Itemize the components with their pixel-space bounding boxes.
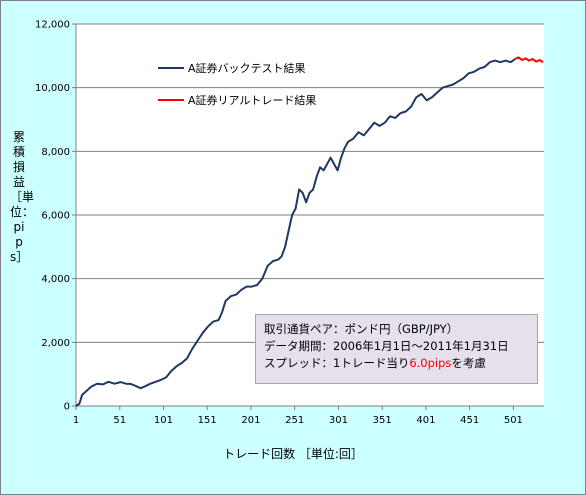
legend-bg (120, 58, 316, 80)
info-spread-pre: スプレッド：1トレード当り (264, 356, 410, 370)
y-tick-label: 4,000 (41, 274, 70, 285)
y-tick-label: 0 (64, 402, 70, 413)
y-tick-label: 2,000 (41, 338, 70, 349)
x-tick-label: 451 (460, 415, 479, 426)
x-tick-label: 251 (285, 415, 304, 426)
legend-bg (120, 90, 316, 112)
info-spread-post: を考慮 (451, 356, 486, 370)
x-tick-label: 501 (504, 415, 523, 426)
info-data-period: データ期間：2006年1月1日～2011年1月31日 (264, 339, 509, 353)
x-tick-label: 101 (154, 415, 173, 426)
x-axis-label: トレード回数 ［単位:回］ (223, 447, 363, 461)
y-tick-label: 10,000 (35, 83, 70, 94)
info-spread: スプレッド：1トレード当り6.0pipsを考慮 (264, 355, 529, 372)
y-axis-label: 累積損益 ［単位：pips］ (10, 130, 35, 264)
x-tick-label: 51 (113, 415, 126, 426)
info-spread-value: 6.0pips (409, 356, 452, 370)
x-tick-label: 351 (373, 415, 392, 426)
y-tick-label: 8,000 (41, 147, 70, 158)
legend-entry: A証券リアルトレード結果 (188, 93, 316, 107)
series-line-backtest (75, 58, 516, 407)
x-tick-label: 151 (198, 415, 217, 426)
legend-entry: A証券バックテスト結果 (188, 61, 306, 75)
x-tick-label: 401 (416, 415, 435, 426)
x-tick-label: 1 (73, 415, 79, 426)
y-tick-label: 6,000 (41, 211, 70, 222)
x-tick-label: 201 (241, 415, 260, 426)
info-currency-pair: 取引通貨ペア：ポンド円（GBP/JPY） (264, 322, 459, 336)
series-line-real (514, 56, 544, 64)
y-tick-label: 12,000 (35, 20, 70, 31)
info-box: 取引通貨ペア：ポンド円（GBP/JPY） データ期間：2006年1月1日～201… (255, 314, 538, 384)
x-tick-label: 301 (329, 415, 348, 426)
